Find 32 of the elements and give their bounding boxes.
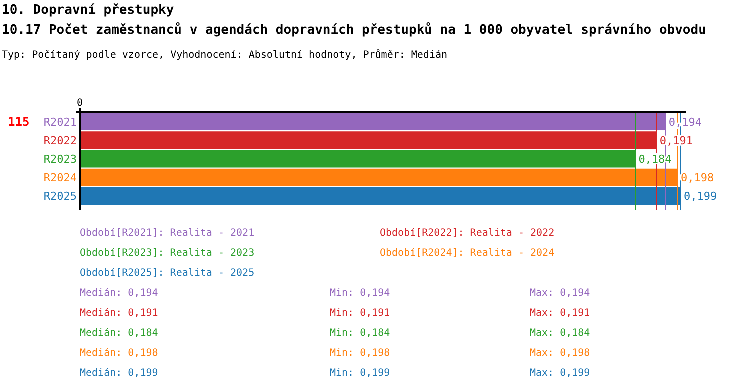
- text: Max: 0,194: [530, 288, 590, 299]
- text: Min: 0,199: [330, 368, 390, 379]
- text: Min: 0,184: [330, 328, 390, 339]
- text: Typ: Počítaný podle vzorce, Vyhodnocení: Absolutní hodnoty, Průměr: Medián: [2, 49, 448, 61]
- text: Max: 0,198: [530, 348, 590, 359]
- text: Období[R2023]: Realita - 2023: [80, 248, 255, 259]
- text: Medián: 0,198: [80, 348, 158, 359]
- text: Období[R2024]: Realita - 2024: [380, 248, 555, 259]
- text: Období[R2022]: Realita - 2022: [380, 228, 555, 239]
- text: Období[R2025]: Realita - 2025: [80, 268, 255, 279]
- y-tick-label: R2024: [44, 172, 78, 185]
- data-label: 0,198: [680, 172, 714, 185]
- y-tick-label: R2023: [44, 153, 77, 166]
- text: Max: 0,199: [530, 368, 590, 379]
- text: Min: 0,191: [330, 308, 390, 319]
- text: Max: 0,184: [530, 328, 590, 339]
- text: Období[R2021]: Realita - 2021: [80, 228, 255, 239]
- text: Medián: 0,194: [80, 288, 158, 299]
- text: Min: 0,194: [330, 288, 390, 299]
- text: 0: [76, 98, 84, 109]
- text: 115: [8, 114, 30, 129]
- chart-title: 10. Dopravní přestupky: [2, 3, 174, 18]
- y-tick-label: R2025: [44, 190, 77, 204]
- text: Medián: 0,199: [80, 368, 158, 379]
- y-tick-label: R2022: [44, 134, 77, 148]
- text: Medián: 0,184: [80, 328, 158, 339]
- data-label: 0,199: [684, 190, 718, 204]
- chart-subtitle: 10.17 Počet zaměstnanců v agendách dopravních přestupků na 1 000 obyvatel správního obvodu: [2, 22, 706, 38]
- text: Max: 0,191: [530, 308, 590, 319]
- text: Medián: 0,191: [80, 308, 158, 319]
- y-tick-label: R2021: [44, 116, 77, 129]
- text: Min: 0,198: [330, 348, 390, 359]
